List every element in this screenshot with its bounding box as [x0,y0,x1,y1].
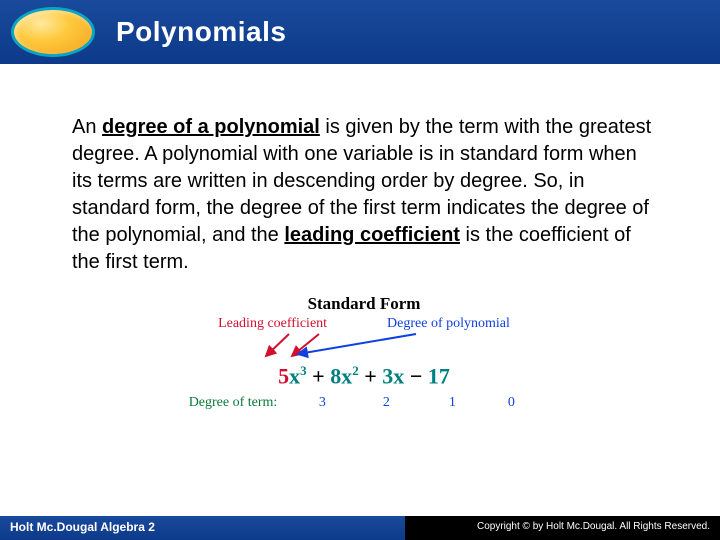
bold-leading: leading coefficient [284,224,460,246]
logo-oval [14,10,92,54]
degree-poly-label: Degree of polynomial [387,316,510,332]
coeff-1: 5 [278,363,289,388]
footer-right: Copyright © by Holt Mc.Dougal. All Right… [405,516,720,540]
degree-2: 1 [421,395,483,411]
text-1: An [72,116,102,138]
coeff-4: 17 [428,363,450,388]
degree-of-term-label: Degree of term: [189,395,278,411]
diagram-title: Standard Form [72,294,656,314]
var-1: x [289,363,300,388]
degree-of-term-row: Degree of term: 3 2 1 0 [72,395,656,411]
op-2: + [359,363,383,388]
footer-left: Holt Mc.Dougal Algebra 2 [0,516,405,540]
bold-degree: degree of a polynomial [102,116,320,138]
header-bar: Polynomials [0,0,720,64]
op-1: + [307,363,331,388]
arrows-svg [184,332,544,358]
op-3: − [404,363,428,388]
coeff-3: 3 [382,363,393,388]
var-2: x [341,363,352,388]
standard-form-diagram: Standard Form Leading coefficient Degree… [72,294,656,411]
leading-coeff-label: Leading coefficient [218,316,327,332]
var-3: x [393,363,404,388]
labels-row: Leading coefficient Degree of polynomial [72,316,656,332]
coeff-2: 8 [330,363,341,388]
main-paragraph: An degree of a polynomial is given by th… [72,114,656,276]
footer-bar: Holt Mc.Dougal Algebra 2 Copyright © by … [0,516,720,540]
page-title: Polynomials [116,16,286,48]
degree-1: 2 [351,395,421,411]
content-area: An degree of a polynomial is given by th… [0,64,720,411]
degree-3: 0 [483,395,539,411]
polynomial-expression: 5x3 + 8x2 + 3x − 17 [72,363,656,389]
degree-0: 3 [293,395,351,411]
